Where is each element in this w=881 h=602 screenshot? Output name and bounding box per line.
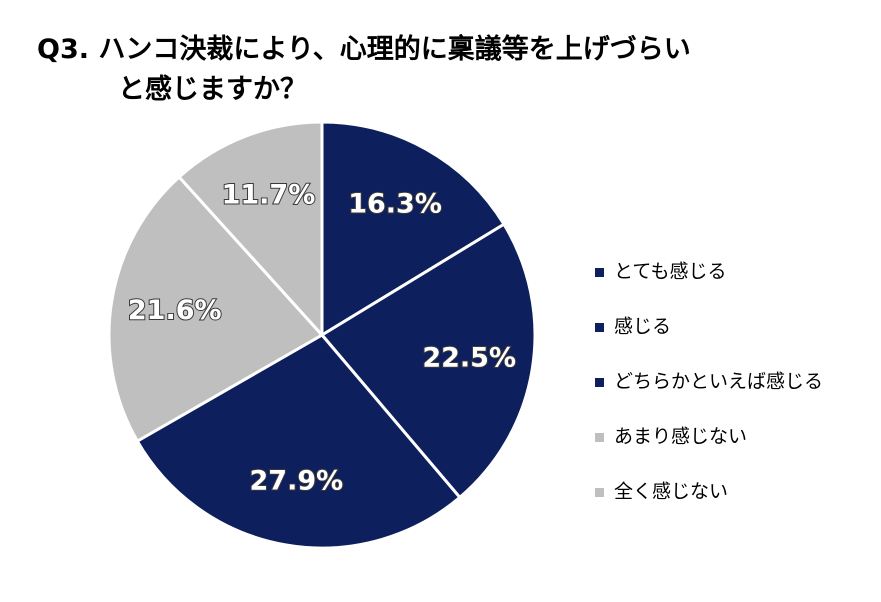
chart-title: Q3. ハンコ決裁により、心理的に稟議等を上げづらい [37, 33, 691, 65]
legend-marker [595, 433, 604, 442]
legend-marker [595, 268, 604, 277]
pie-slice [320, 120, 507, 338]
legend-marker [595, 323, 604, 332]
value-label: 21.6% [128, 295, 222, 326]
pie-slice [177, 120, 324, 339]
chart-title: と感じますか？ [118, 73, 307, 105]
legend-label: 感じる [614, 316, 671, 338]
legend-label: とても感じる [614, 261, 726, 283]
pie-slice [107, 174, 325, 444]
pie-slice [319, 222, 537, 500]
value-label: 11.7% [222, 179, 316, 210]
legend-label: あまり感じない [614, 426, 747, 448]
legend-marker [595, 488, 604, 497]
value-label: 27.9% [250, 465, 344, 496]
pie-slice [135, 333, 462, 550]
value-label: 16.3% [348, 189, 442, 220]
value-label: 22.5% [422, 342, 516, 373]
legend-label: どちらかといえば感じる [614, 371, 823, 393]
legend-label: 全く感じない [614, 481, 728, 503]
legend-marker [595, 378, 604, 387]
